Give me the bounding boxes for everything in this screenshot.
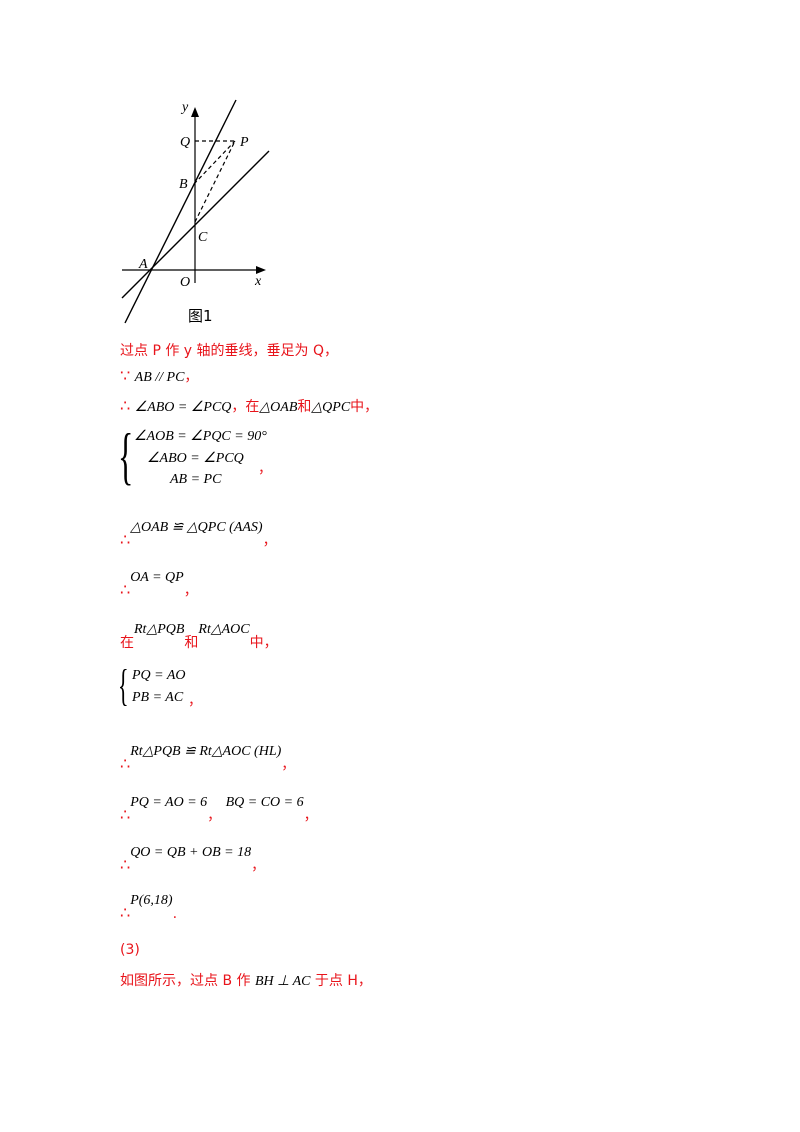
punct: ， [207, 808, 222, 824]
text-he: 和 [184, 635, 199, 651]
system2-line-2: PB = AC [132, 690, 184, 705]
figure-caption: 图1 [188, 307, 213, 325]
text-line-2: ∵ AB // PC， [120, 366, 198, 386]
system1-line-2: ∠ABO = ∠PCQ [147, 451, 244, 466]
math-tri-qpc: △QPC [311, 400, 351, 415]
system2-line-1: PQ = AO [132, 668, 186, 683]
geometry-figure: y x Q P B C A O [110, 95, 280, 335]
label-P: P [239, 135, 249, 150]
text-line-3: ∴ ∠ABO = ∠PCQ，在△OAB和△QPC中， [120, 396, 378, 416]
punct: ， [303, 808, 318, 824]
text-zhong: 中， [350, 399, 379, 415]
math-oa-eq-qp: OA = QP [130, 570, 184, 585]
segment-BP [193, 140, 236, 185]
line-AB [124, 99, 237, 324]
segment-CP [194, 140, 236, 223]
system1-tail: ， [258, 461, 272, 477]
punct: ， [262, 533, 277, 549]
math-ab-parallel-pc: AB // PC [134, 370, 185, 385]
because-symbol: ∵ [120, 366, 131, 385]
text-he: 和 [297, 399, 312, 415]
math-tri-oab: △OAB [259, 400, 298, 415]
math-p-coord: P(6,18) [130, 893, 173, 908]
punct: ， [251, 858, 266, 874]
math-qo-18: QO = QB + OB = 18 [130, 845, 252, 860]
therefore-symbol: ∴ [120, 396, 131, 415]
text-line-12: ∴P(6,18). [120, 893, 178, 923]
text-pre: 如图所示，过点 B 作 [120, 973, 251, 989]
text-zai: 在 [120, 635, 134, 651]
label-O: O [180, 275, 190, 290]
therefore-symbol: ∴ [120, 805, 131, 824]
label-B: B [179, 177, 188, 192]
text-post: 于点 H， [314, 973, 372, 989]
label-y: y [180, 100, 189, 115]
text-line-1: 过点 P 作 y 轴的垂线，垂足为 Q， [120, 343, 338, 359]
math-angle-eq: ∠ABO = ∠PCQ [134, 400, 232, 415]
label-x: x [254, 274, 262, 289]
punct: . [172, 906, 178, 922]
math-bq-co-6: BQ = CO = 6 [225, 795, 304, 810]
text-line-9: ∴Rt△PQB ≌ Rt△AOC (HL)， [120, 744, 296, 774]
math-bh-perp-ac: BH ⊥ AC [254, 974, 311, 989]
therefore-symbol: ∴ [120, 530, 131, 549]
text-line-5: ∴△OAB ≌ △QPC (AAS)， [120, 520, 277, 550]
label-A: A [138, 257, 148, 272]
therefore-symbol: ∴ [120, 903, 131, 922]
system1-line-1: ∠AOB = ∠PQC = 90° [134, 429, 267, 444]
system1-line-3: AB = PC [170, 472, 222, 487]
y-axis-arrow [191, 107, 199, 117]
punct: ， [183, 583, 198, 599]
brace-system-2: { [118, 661, 129, 710]
math-rt-pqb: Rt△PQB [134, 622, 185, 637]
text-zhong: 中， [249, 635, 278, 651]
text-line-14: 如图所示，过点 B 作 BH ⊥ AC 于点 H， [120, 970, 372, 990]
brace-system-1: { [118, 420, 134, 491]
x-axis-arrow [256, 266, 266, 274]
punct: ， [184, 369, 199, 385]
math-congruent-hl: Rt△PQB ≌ Rt△AOC (HL) [130, 744, 282, 759]
system2-tail: ， [188, 693, 202, 709]
text-line-11: ∴QO = QB + OB = 18， [120, 845, 266, 875]
therefore-symbol: ∴ [120, 855, 131, 874]
figure-svg: y x Q P B C A O [121, 99, 270, 324]
text-line-10: ∴PQ = AO = 6， BQ = CO = 6， [120, 795, 318, 825]
math-pq-ao-6: PQ = AO = 6 [130, 795, 208, 810]
math-rt-aoc: Rt△AOC [198, 622, 250, 637]
math-congruent-aas: △OAB ≌ △QPC (AAS) [130, 520, 263, 535]
text-zai: ，在 [231, 399, 260, 415]
line-AC [121, 150, 270, 299]
text-line-7: 在Rt△PQB和Rt△AOC中， [120, 622, 278, 652]
label-Q: Q [180, 135, 190, 150]
therefore-symbol: ∴ [120, 580, 131, 599]
therefore-symbol: ∴ [120, 754, 131, 773]
text-line-6: ∴OA = QP， [120, 570, 198, 600]
part-3-label: (3) [120, 942, 140, 958]
punct: ， [281, 757, 296, 773]
label-C: C [198, 230, 208, 245]
